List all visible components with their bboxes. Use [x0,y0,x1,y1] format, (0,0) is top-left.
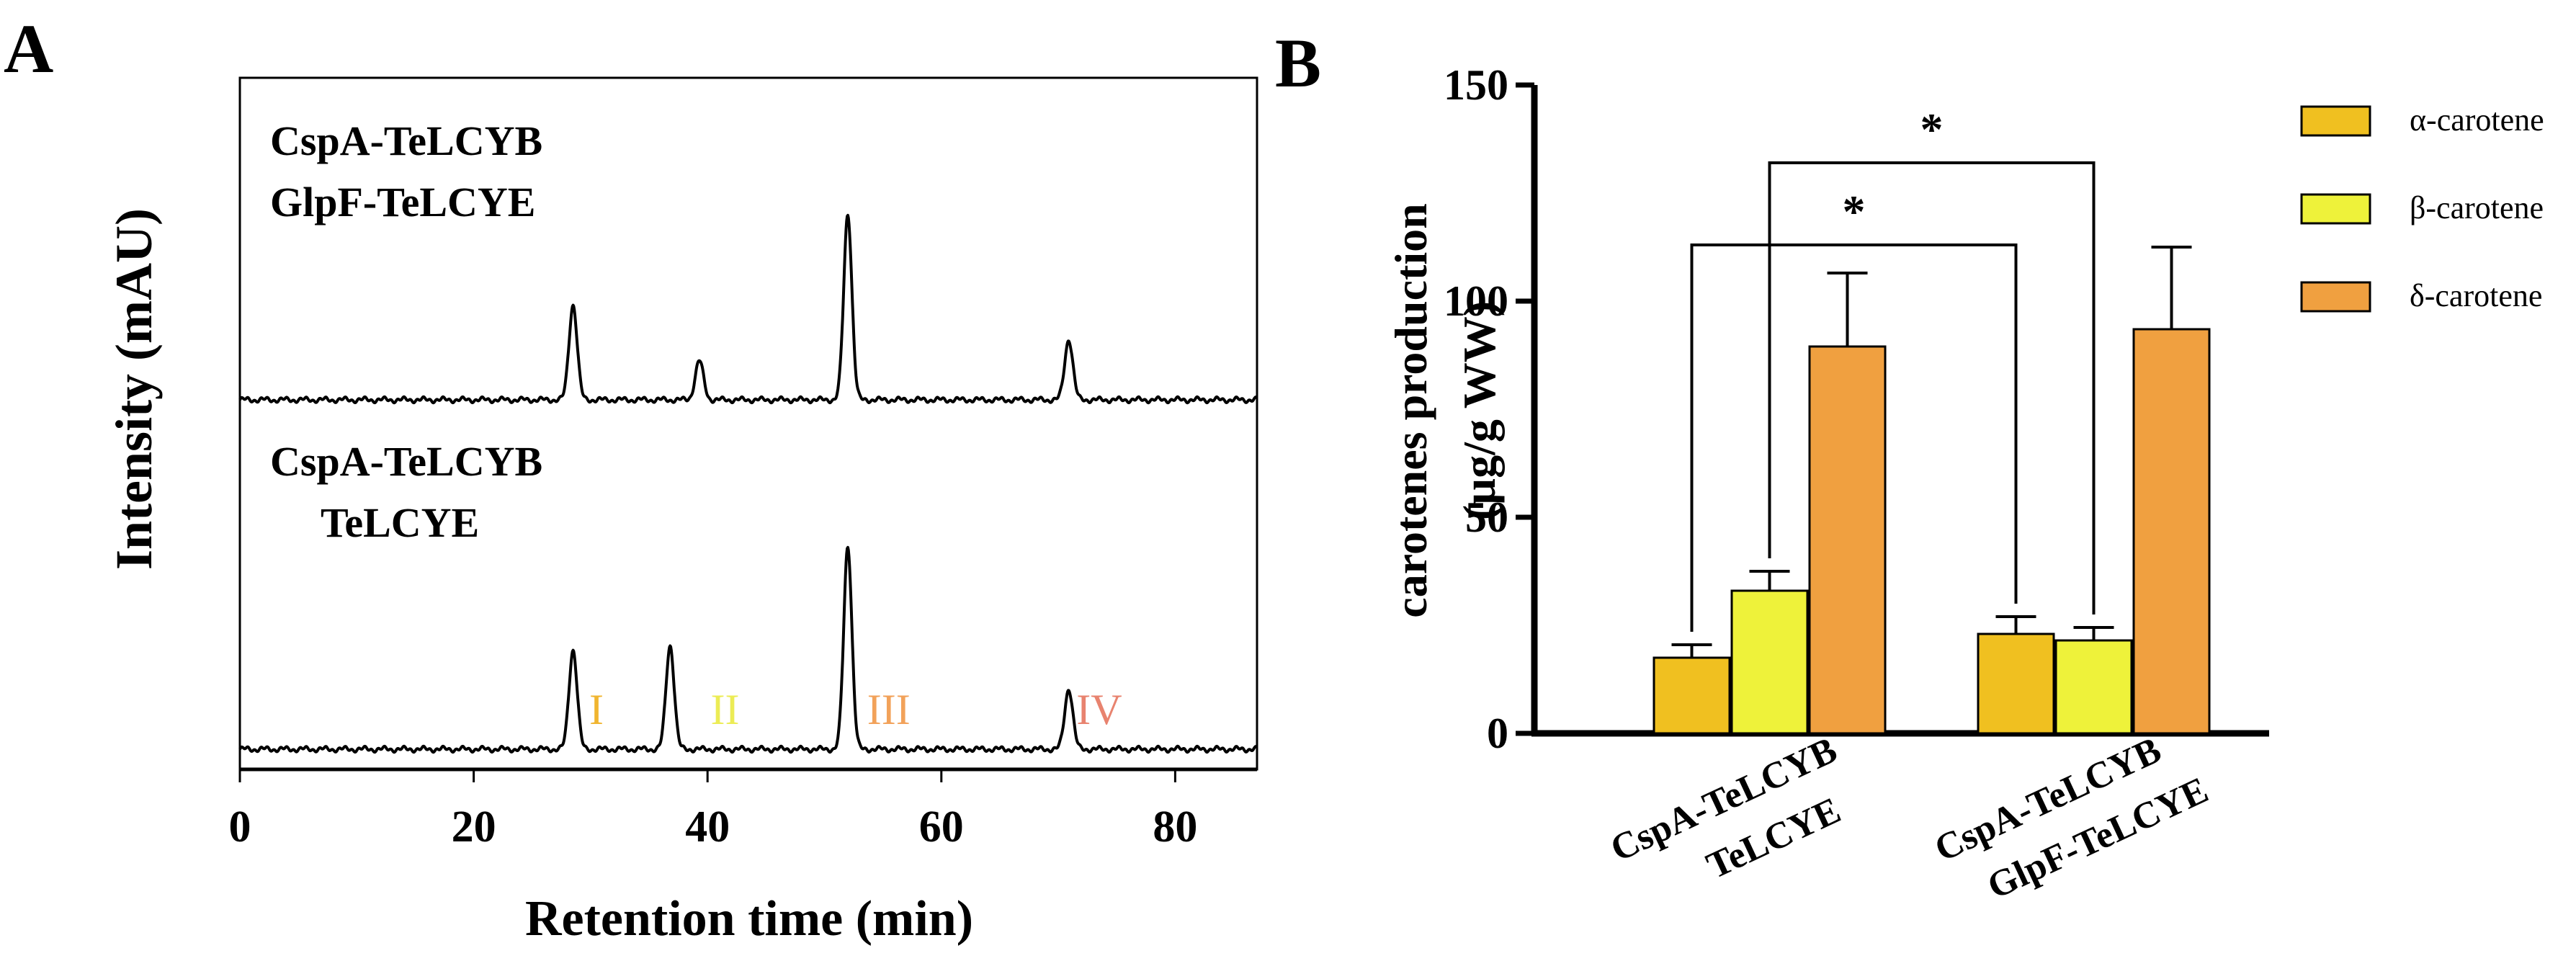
panel-a-peak-label: II [711,686,740,733]
panel-b-error-bars [1671,246,2192,658]
panel-b-legend-label: β-carotene [2410,190,2544,225]
panel-a-peak-label: I [589,686,604,733]
panel-b-bars [1653,328,2211,735]
panel-b-y-axis-label: carotenes production (µg/g WW) [1385,203,1505,617]
panel-a-x-tick-label: 40 [685,803,730,851]
panel-b-significance: ** [1690,104,2096,632]
panel-a-trace-2 [238,545,1258,754]
panel-a-trace-label-2: CspA-TeLCYB [270,438,542,485]
panel-b-y-axis-label-line: (µg/g WW) [1454,301,1505,520]
panel-b-bar [1730,589,1809,735]
panel-a-trace-labels: CspA-TeLCYB GlpF-TeLCYE CspA-TeLCYB TeLCYE [270,117,542,546]
panel-b-legend: α-carotene β-carotene δ-carotene [2300,102,2544,313]
panel-a-y-axis-label: Intensity (mAU) [105,208,163,570]
panel-a: A Intensity (mAU) Retention time (min) 0… [4,10,1258,947]
panel-a-x-tick-label: 60 [919,803,964,851]
panel-a-x-tick-label: 0 [229,803,251,851]
panel-b-y-tick-label: 50 [1465,493,1508,541]
panel-a-peak-label: III [867,686,911,733]
panel-a-letter: A [4,10,53,87]
panel-a-trace-1 [238,213,1258,405]
panel-b-legend-swatch [2300,193,2371,225]
panel-b-bar [1977,632,2055,735]
panel-b: B carotenes production (µg/g WW) 0 50 100 15… [1275,24,2544,908]
panel-b-y-axis-label-line: carotenes production [1385,203,1436,617]
panel-b-legend-label: α-carotene [2410,102,2544,138]
panel-b-bar [1653,656,1731,735]
panel-b-y-tick-label: 150 [1444,61,1508,109]
panel-a-x-axis-label: Retention time (min) [525,891,973,947]
panel-b-legend-swatch [2300,281,2371,313]
panel-a-x-tick-label: 20 [452,803,496,851]
panel-b-bar [2054,639,2133,735]
panel-b-significance-bracket [1690,243,2018,632]
panel-b-significance-star: * [1920,104,1944,155]
panel-b-letter: B [1275,24,1321,102]
panel-a-trace-label-1: CspA-TeLCYB [270,117,542,164]
panel-a-trace-label-1: GlpF-TeLCYE [270,179,535,225]
panel-b-significance-star: * [1843,186,1866,237]
panel-b-legend-label: δ-carotene [2410,278,2542,313]
panel-a-trace-label-2: TeLCYE [321,499,479,546]
panel-b-significance-bracket [1768,161,2096,614]
panel-a-x-tick-label: 80 [1153,803,1197,851]
panel-a-peak-label: IV [1076,686,1122,733]
panel-b-y-ticks: 0 50 100 150 [1444,61,1534,757]
panel-b-bar [1808,345,1887,735]
panel-a-peak-annotations: I II III IV [589,686,1122,733]
panel-b-bar [2132,328,2211,735]
panel-a-ticks: 0 20 40 60 80 [229,769,1197,851]
panel-a-traces [238,213,1258,754]
panel-b-y-tick-label: 0 [1487,710,1508,757]
panel-b-y-tick-label: 100 [1444,277,1508,325]
panel-b-legend-swatch [2300,105,2371,137]
